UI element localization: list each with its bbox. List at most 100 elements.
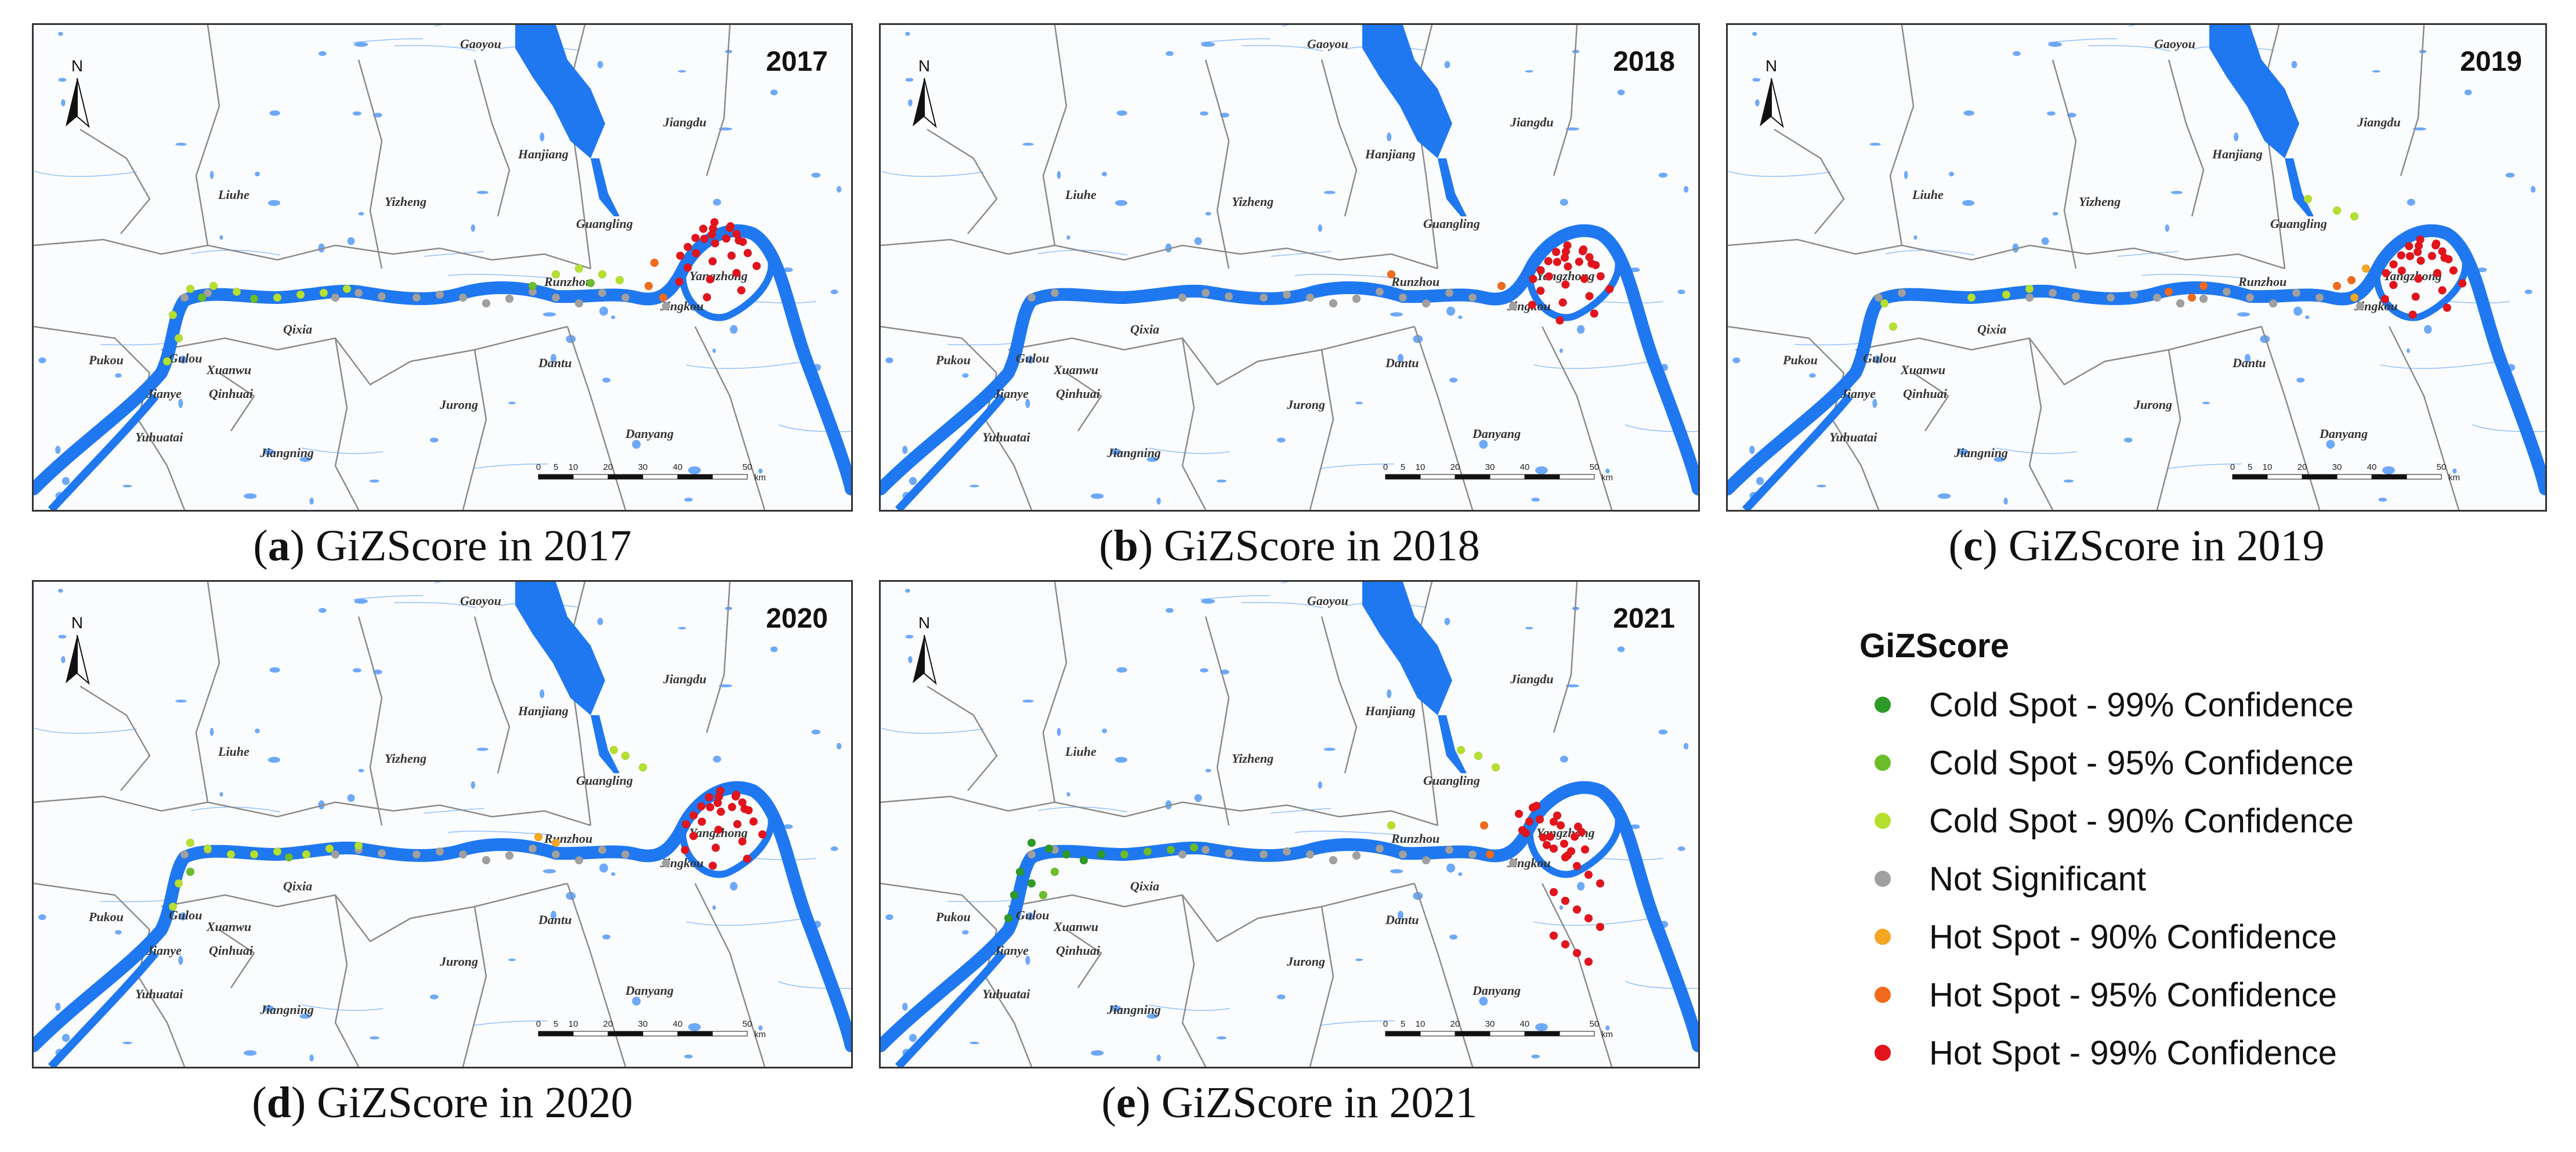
small-waterbody	[369, 479, 379, 483]
place-label: Gulou	[1016, 351, 1049, 365]
canal-line	[1794, 341, 1869, 346]
hotspot-point	[707, 230, 717, 239]
hotspot-point	[1398, 293, 1408, 302]
hotspot-point	[180, 293, 189, 302]
canal-line	[1320, 1020, 1395, 1026]
place-label: Dantu	[2232, 356, 2266, 370]
place-label: Qinhuai	[209, 386, 254, 401]
place-label: Jurong	[2133, 397, 2172, 412]
small-waterbody	[55, 445, 61, 454]
hotspot-point	[1560, 839, 1569, 848]
caption-letter: e	[1116, 1078, 1136, 1127]
hotspot-point	[728, 803, 737, 812]
scale-bar-segment	[573, 1031, 609, 1037]
canal-line	[881, 727, 984, 734]
hotspot-point	[2129, 290, 2139, 299]
admin-boundary	[34, 882, 150, 930]
admin-boundary	[462, 349, 487, 510]
hotspot-point	[2332, 206, 2342, 215]
hotspot-point	[1532, 801, 1541, 810]
legend-dot-icon	[1875, 755, 1891, 771]
place-label: Pukou	[935, 353, 971, 367]
yangtze-river	[34, 781, 851, 1052]
hotspot-point	[704, 793, 714, 802]
hotspot-point	[377, 849, 386, 858]
hotspot-point	[574, 856, 584, 865]
place-label: Gaoyou	[1307, 37, 1348, 51]
small-waterbody	[115, 373, 122, 378]
place-label: Qinhuai	[1903, 386, 1948, 401]
small-waterbody	[2305, 315, 2310, 320]
legend-item: Not Significant	[1859, 850, 2354, 908]
small-waterbody	[1874, 355, 1880, 364]
small-waterbody	[1576, 325, 1585, 334]
hotspot-point	[1508, 858, 1518, 868]
map-canvas: Gaoyou Jiangdu Hanjiang Liuhe Yizheng Guangli…	[881, 582, 1698, 1067]
legend-dot-icon	[1875, 1045, 1891, 1061]
scale-bar-segment	[1385, 474, 1421, 480]
hotspot-point	[1553, 811, 1562, 820]
hotspot-point	[1521, 829, 1531, 838]
place-label: Dantu	[538, 356, 571, 370]
hotspot-point	[676, 251, 685, 260]
river-branch	[1742, 393, 1853, 510]
hotspot-point	[1897, 288, 1906, 298]
hotspot-point	[2416, 256, 2425, 265]
small-waterbody	[1057, 727, 1061, 736]
hotspot-point	[2427, 252, 2437, 260]
small-waterbody	[267, 200, 281, 207]
canal-line	[353, 595, 424, 600]
admin-boundary	[79, 685, 151, 791]
hotspot-point	[659, 293, 668, 302]
hotspot-point	[273, 847, 282, 856]
small-waterbody	[2505, 172, 2515, 178]
small-waterbody	[175, 143, 187, 146]
place-label: Hanjiang	[1365, 704, 1416, 718]
canal-line	[1148, 447, 1230, 454]
small-waterbody	[783, 824, 793, 829]
small-waterbody	[255, 171, 261, 177]
scale-bar-segment	[2371, 474, 2407, 480]
small-waterbody	[597, 61, 603, 68]
admin-boundary	[1413, 883, 1474, 1067]
hotspot-point	[249, 850, 259, 859]
place-label: Runzhou	[1391, 274, 1439, 289]
hotspot-point	[738, 798, 747, 807]
admin-boundary	[34, 795, 591, 827]
hotspot-point	[1421, 299, 1431, 308]
small-waterbody	[684, 1055, 693, 1059]
small-waterbody	[1605, 1025, 1610, 1031]
scale-label: 5	[1401, 1019, 1405, 1029]
admin-boundary	[881, 238, 1438, 270]
canal-line	[353, 38, 424, 44]
hotspot-point	[689, 811, 698, 820]
hotspot-point	[1549, 817, 1558, 826]
small-waterbody	[1387, 689, 1392, 698]
legend-label: Hot Spot - 90% Confidence	[1929, 918, 2337, 956]
place-label: Qixia	[1130, 322, 1159, 336]
hotspot-point	[2187, 293, 2197, 302]
scale-label: 40	[673, 462, 683, 472]
small-waterbody	[783, 267, 793, 273]
small-waterbody	[2372, 70, 2380, 73]
small-waterbody	[1458, 315, 1463, 320]
place-label: Yuhuatai	[135, 987, 183, 1001]
small-waterbody	[905, 31, 910, 36]
hotspot-point	[2269, 299, 2278, 308]
hotspot-point	[713, 798, 722, 807]
small-waterbody	[2423, 325, 2432, 334]
small-waterbody	[1110, 1005, 1121, 1012]
hotspot-point	[1584, 957, 1593, 966]
small-waterbody	[267, 756, 281, 763]
canal-line	[1281, 25, 1290, 27]
legend-label: Cold Spot - 99% Confidence	[1929, 686, 2354, 724]
place-label: Jianye	[146, 386, 182, 401]
small-waterbody	[1617, 646, 1625, 653]
small-waterbody	[1057, 171, 1061, 179]
admin-boundary	[2400, 25, 2425, 176]
hotspot-point	[174, 879, 183, 888]
hotspot-point	[1259, 850, 1268, 859]
small-waterbody	[309, 1054, 314, 1062]
hotspot-point	[1027, 293, 1036, 302]
canal-line	[34, 727, 137, 734]
